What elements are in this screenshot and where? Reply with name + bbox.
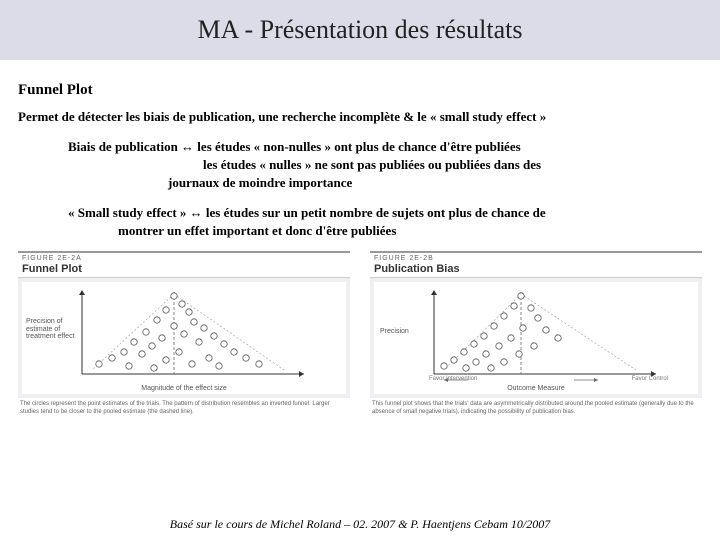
- figure-a-label: FIGURE 2E-2A: [22, 255, 346, 262]
- page-title: MA - Présentation des résultats: [198, 15, 523, 45]
- figure-b-header: FIGURE 2E-2B Publication Bias: [370, 251, 702, 278]
- figure-a-caption: The circles represent the point estimate…: [18, 401, 350, 417]
- figure-a-header: FIGURE 2E-2A Funnel Plot: [18, 251, 350, 278]
- figure-a: FIGURE 2E-2A Funnel Plot Precision of es…: [18, 251, 350, 417]
- figure-b-plotwrap: Precision Outcome Measure Favor Interven…: [370, 278, 702, 398]
- biais-line-3: journaux de moindre importance: [168, 175, 702, 191]
- intro-text: Permet de détecter les biais de publicat…: [18, 109, 702, 125]
- figure-b-xlabel: Outcome Measure: [374, 385, 698, 392]
- title-band: MA - Présentation des résultats: [0, 0, 720, 60]
- footer-citation: Basé sur le cours de Michel Roland – 02.…: [0, 517, 720, 532]
- figure-a-plot: Precision of estimate of treatment effec…: [22, 282, 346, 394]
- sse-line-2: montrer un effet important et donc d'êtr…: [118, 223, 702, 239]
- figure-b-plot: Precision Outcome Measure Favor Interven…: [374, 282, 698, 394]
- figure-b-subright: Favor Control: [632, 376, 668, 382]
- biais-line-1: Biais de publication ↔ les études « non-…: [68, 139, 702, 155]
- figure-a-title: Funnel Plot: [22, 263, 346, 275]
- figure-a-ylabel: Precision of estimate of treatment effec…: [26, 318, 75, 341]
- content: Funnel Plot Permet de détecter les biais…: [0, 60, 720, 239]
- section-heading: Funnel Plot: [18, 82, 702, 99]
- figure-b-caption: This funnel plot shows that the trials' …: [370, 401, 702, 417]
- figure-b-ylabel: Precision: [380, 328, 409, 336]
- figure-b: FIGURE 2E-2B Publication Bias Precision …: [370, 251, 702, 417]
- figure-b-title: Publication Bias: [374, 263, 698, 275]
- figure-b-subleft: Favor Intervention: [429, 376, 477, 382]
- figures-row: FIGURE 2E-2A Funnel Plot Precision of es…: [0, 251, 720, 417]
- figure-b-label: FIGURE 2E-2B: [374, 255, 698, 262]
- figure-a-plotwrap: Precision of estimate of treatment effec…: [18, 278, 350, 398]
- sse-line-1: « Small study effect » ↔ les études sur …: [68, 205, 702, 221]
- biais-line-2: les études « nulles » ne sont pas publié…: [203, 157, 702, 173]
- figure-a-xlabel: Magnitude of the effect size: [22, 385, 346, 392]
